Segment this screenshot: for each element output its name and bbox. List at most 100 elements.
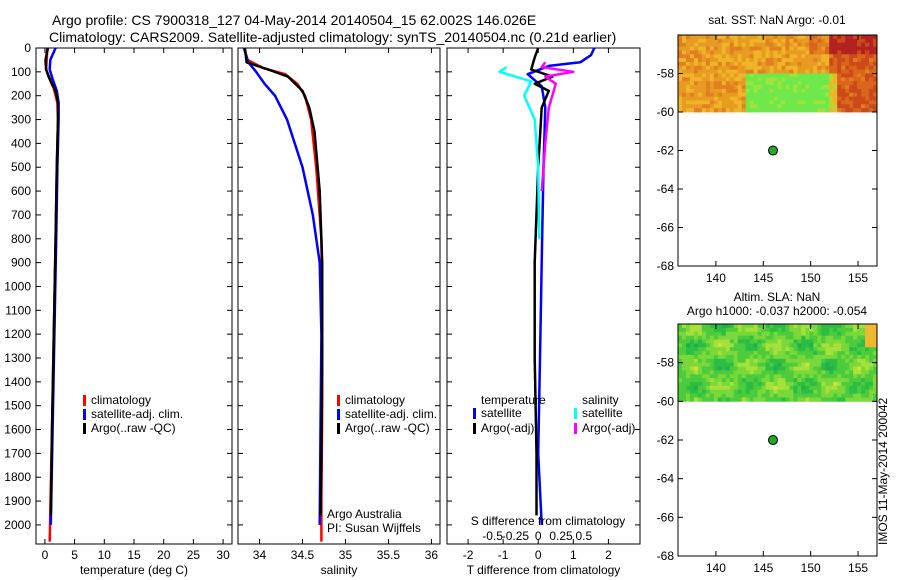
heat-cell: [801, 69, 806, 74]
heat-cell: [785, 389, 790, 394]
heat-cell: [757, 324, 762, 329]
heat-cell: [693, 366, 699, 371]
heat-cell: [685, 104, 691, 109]
heat-cell: [757, 370, 762, 375]
heat-cell: [733, 393, 739, 398]
heat-cell: [797, 108, 802, 113]
heat-cell: [793, 65, 798, 71]
heat-cell: [753, 385, 758, 391]
heat-cell: [825, 92, 830, 97]
heat-cell: [845, 35, 850, 40]
heat-cell: [678, 382, 683, 387]
heat-cell: [873, 54, 878, 59]
heat-cell: [793, 108, 798, 113]
heat-cell: [753, 335, 758, 340]
heat-cell: [833, 104, 838, 109]
heat-cell: [837, 347, 842, 352]
heat-cell: [685, 38, 691, 44]
heat-cell: [833, 65, 838, 71]
heat-cell: [865, 42, 870, 47]
heat-cell: [813, 378, 818, 383]
heat-cell: [765, 397, 770, 402]
heat-cell: [761, 327, 766, 333]
heat-cell: [821, 46, 826, 51]
heat-cell: [773, 61, 778, 67]
heat-cell: [745, 65, 751, 71]
heat-cell: [869, 343, 874, 348]
heat-cell: [865, 358, 870, 364]
heat-cell: [681, 335, 687, 340]
heat-cell: [725, 61, 731, 67]
heat-cell: [833, 108, 838, 113]
heat-cell: [741, 88, 747, 94]
heat-cell: [789, 343, 794, 348]
heat-cell: [813, 385, 818, 391]
heat-cell: [837, 389, 842, 394]
heat-cell: [721, 38, 727, 44]
heat-cell: [777, 327, 782, 333]
heat-cell: [733, 397, 739, 402]
heat-cell: [713, 77, 719, 82]
heat-cell: [793, 347, 798, 352]
heat-cell: [769, 335, 774, 340]
heat-cell: [725, 362, 731, 367]
heat-cell: [865, 96, 870, 101]
heat-cell: [789, 100, 794, 105]
heat-cell: [781, 327, 786, 333]
y-tick-label: 900: [11, 256, 31, 270]
heat-cell: [689, 88, 695, 94]
heat-cell: [689, 370, 695, 375]
heat-cell: [741, 58, 747, 63]
heat-cell: [749, 65, 755, 71]
heat-cell: [757, 96, 762, 101]
heat-cell: [701, 46, 707, 51]
heat-cell: [785, 81, 790, 86]
heat-cell: [825, 54, 830, 59]
heat-cell: [725, 88, 731, 94]
heat-cell: [765, 354, 770, 360]
heat-cell: [717, 385, 723, 391]
heat-cell: [833, 42, 838, 47]
heat-cell: [857, 92, 862, 97]
heat-cell: [757, 88, 762, 94]
heat-cell: [697, 382, 703, 387]
heat-cell: [689, 104, 695, 109]
heat-cell: [678, 61, 683, 67]
heat-cell: [713, 362, 719, 367]
heat-cell: [809, 46, 814, 51]
heat-cell: [701, 378, 707, 383]
heat-cell: [809, 362, 814, 367]
x-tick-label: 155: [848, 271, 868, 285]
heat-cell: [693, 61, 699, 67]
heat-cell: [833, 331, 838, 336]
heat-cell: [753, 389, 758, 394]
y-tick-label: 1300: [4, 351, 31, 365]
heat-cell: [745, 324, 751, 329]
heat-cell: [678, 69, 683, 74]
heat-cell: [793, 50, 798, 55]
legend-swatch: [83, 409, 86, 420]
x-tick-label: 10: [98, 548, 112, 562]
heat-cell: [697, 50, 703, 55]
heat-cell: [785, 46, 790, 51]
heat-cell: [873, 96, 878, 101]
heat-cell: [769, 85, 774, 90]
heat-cell: [869, 327, 874, 333]
heat-cell: [797, 50, 802, 55]
heat-cell: [785, 397, 790, 402]
heat-cell: [837, 58, 842, 63]
heat-cell: [697, 351, 703, 356]
heat-cell: [765, 393, 770, 398]
heat-cell: [737, 81, 743, 86]
heat-cell: [685, 389, 691, 394]
heat-cell: [741, 374, 747, 379]
heat-cell: [805, 370, 810, 375]
heat-cell: [833, 35, 838, 40]
heat-cell: [777, 324, 782, 329]
heat-cell: [845, 347, 850, 352]
heat-cell: [769, 88, 774, 94]
heat-cell: [829, 393, 834, 398]
heat-cell: [853, 382, 858, 387]
heat-cell: [801, 324, 806, 329]
heat-cell: [845, 65, 850, 71]
